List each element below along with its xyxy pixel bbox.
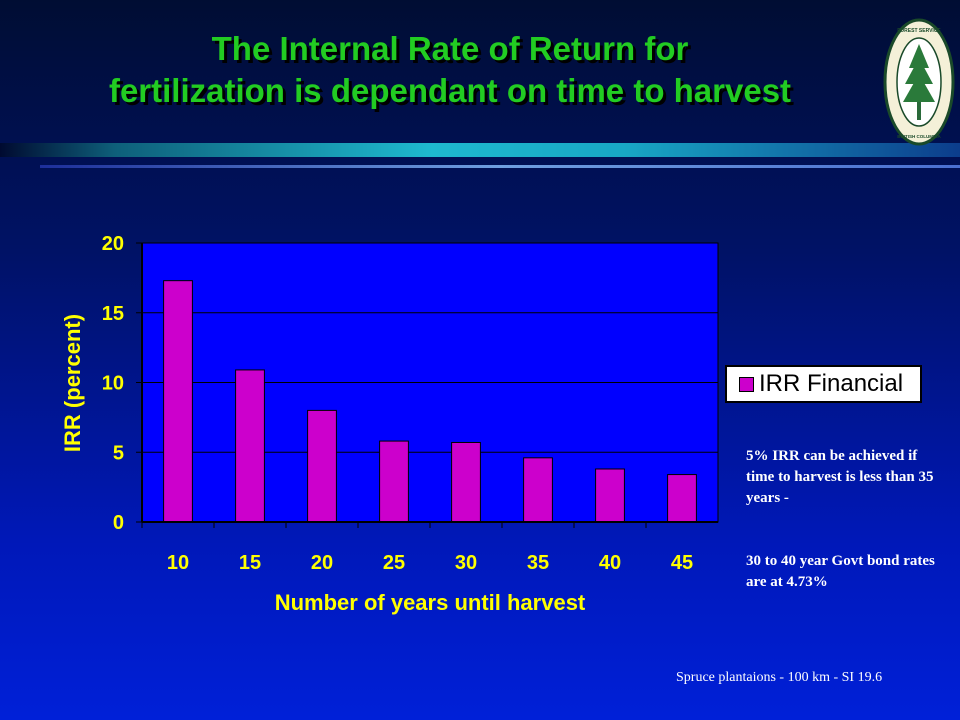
bar-30 [451,441,481,523]
y-tick-label: 0 [113,512,124,534]
legend-swatch [739,377,754,392]
bar-40 [595,468,625,523]
bar-20 [307,409,337,523]
y-tick-labels: 0 5 10 15 20 [102,233,142,534]
bar-35 [523,457,553,523]
y-tick-label: 15 [102,303,124,325]
logo-top-text: FOREST SERVICE [897,28,941,34]
y-tick-label: 10 [102,373,124,395]
x-tick-label: 25 [383,552,405,574]
annotation-note-1: 5% IRR can be achieved if time to harves… [746,448,934,506]
x-tick-label: 45 [671,552,693,574]
title-line-1: The Internal Rate of Return for [211,30,689,67]
x-axis-title: Number of years until harvest [275,590,586,615]
y-tick-label: 20 [102,233,124,255]
y-axis-title: IRR (percent) [60,314,85,452]
x-tick-label: 20 [311,552,333,574]
y-tick-label: 5 [113,442,124,464]
footer-note: Spruce plantaions - 100 km - SI 19.6 [676,670,883,685]
annotation-note-2: 30 to 40 year Govt bond rates are at 4.7… [746,553,935,590]
slide-title: The Internal Rate of Return for fertiliz… [40,28,860,112]
x-tick-label: 35 [527,552,549,574]
legend: IRR Financial [725,365,922,403]
legend-label: IRR Financial [759,370,904,397]
forest-service-logo: FOREST SERVICE BRITISH COLUMBIA [883,18,955,146]
tree-icon [903,44,935,120]
x-tick-label: 10 [167,552,189,574]
header-divider-thin [40,165,960,168]
bar-15 [235,369,265,523]
logo-bottom-text: BRITISH COLUMBIA [897,134,941,139]
bar-45 [667,474,697,523]
x-tick-label: 15 [239,552,261,574]
title-line-2: fertilization is dependant on time to ha… [108,72,792,109]
header-divider [0,143,960,157]
bar-10 [163,280,193,523]
x-tick-label: 30 [455,552,477,574]
x-tick-labels: 10 15 20 25 30 35 40 45 [141,522,693,574]
x-tick-label: 40 [599,552,621,574]
bar-25 [379,440,409,523]
bars [163,280,697,523]
